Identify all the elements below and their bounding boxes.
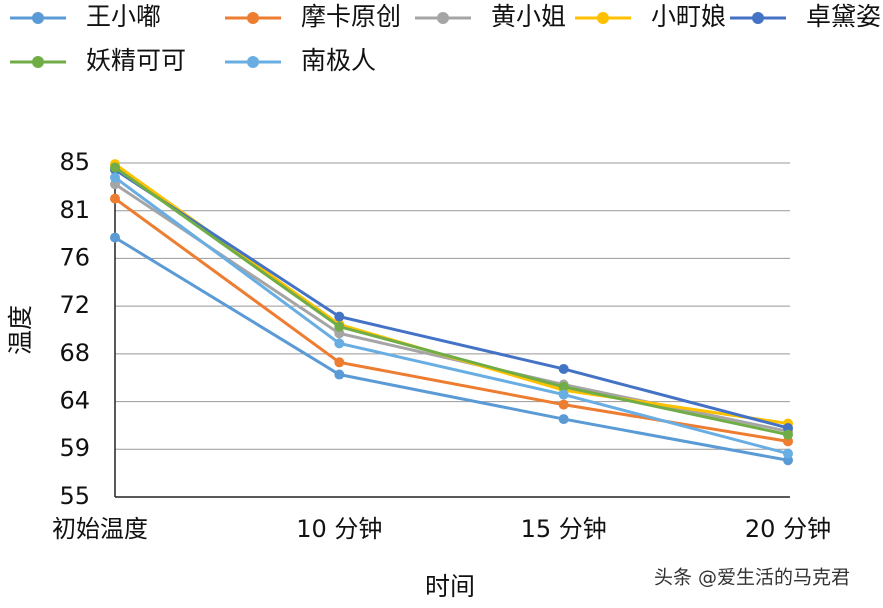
point bbox=[783, 448, 793, 459]
point bbox=[558, 389, 569, 400]
x-tick-label: 10 分钟 bbox=[296, 515, 382, 543]
point bbox=[334, 321, 345, 332]
series-line bbox=[114, 176, 789, 456]
series-line bbox=[114, 168, 789, 430]
point bbox=[558, 363, 569, 374]
legend-label: 妖精可可 bbox=[86, 46, 186, 75]
y-axis-title: 温度 bbox=[6, 305, 35, 355]
legend-label: 南极人 bbox=[301, 46, 376, 75]
point bbox=[558, 399, 569, 410]
legend-label: 小町娘 bbox=[651, 2, 726, 31]
point bbox=[334, 369, 345, 380]
y-tick-label: 85 bbox=[59, 148, 90, 176]
watermark: 头条 @爱生活的马克君 bbox=[654, 567, 850, 589]
legend-label: 摩卡原创 bbox=[301, 2, 401, 31]
y-tick-label: 59 bbox=[59, 434, 90, 462]
point bbox=[558, 414, 569, 425]
legend-label: 卓黛姿 bbox=[806, 2, 881, 31]
legend-label: 黄小姐 bbox=[491, 2, 566, 31]
x-tick-label: 20 分钟 bbox=[745, 515, 831, 543]
y-tick-label: 76 bbox=[59, 243, 90, 271]
y-tick-label: 72 bbox=[59, 291, 90, 319]
legend-dot bbox=[32, 12, 44, 24]
series-line bbox=[114, 166, 789, 437]
y-tick-label: 81 bbox=[59, 196, 90, 224]
legend-dot bbox=[32, 56, 44, 68]
point bbox=[334, 311, 345, 322]
point bbox=[110, 232, 120, 243]
y-tick-label: 64 bbox=[59, 387, 90, 415]
y-tick-label: 68 bbox=[59, 339, 90, 367]
point bbox=[110, 162, 120, 173]
point bbox=[110, 193, 120, 204]
point bbox=[334, 338, 345, 349]
legend-dot bbox=[597, 12, 609, 24]
legend-dot bbox=[247, 12, 259, 24]
series-line bbox=[114, 236, 789, 462]
y-tick-label: 55 bbox=[59, 482, 90, 510]
point bbox=[110, 172, 120, 183]
x-tick-label: 初始温度 bbox=[52, 515, 148, 543]
legend-dot bbox=[752, 12, 764, 24]
legend-dot bbox=[437, 12, 449, 24]
point bbox=[783, 429, 793, 440]
point bbox=[558, 381, 569, 392]
legend-dot bbox=[247, 56, 259, 68]
point bbox=[334, 357, 345, 368]
x-tick-label: 15 分钟 bbox=[521, 515, 607, 543]
x-axis-title: 时间 bbox=[425, 572, 475, 601]
series-line bbox=[114, 182, 789, 433]
legend-label: 王小嘟 bbox=[86, 2, 161, 31]
